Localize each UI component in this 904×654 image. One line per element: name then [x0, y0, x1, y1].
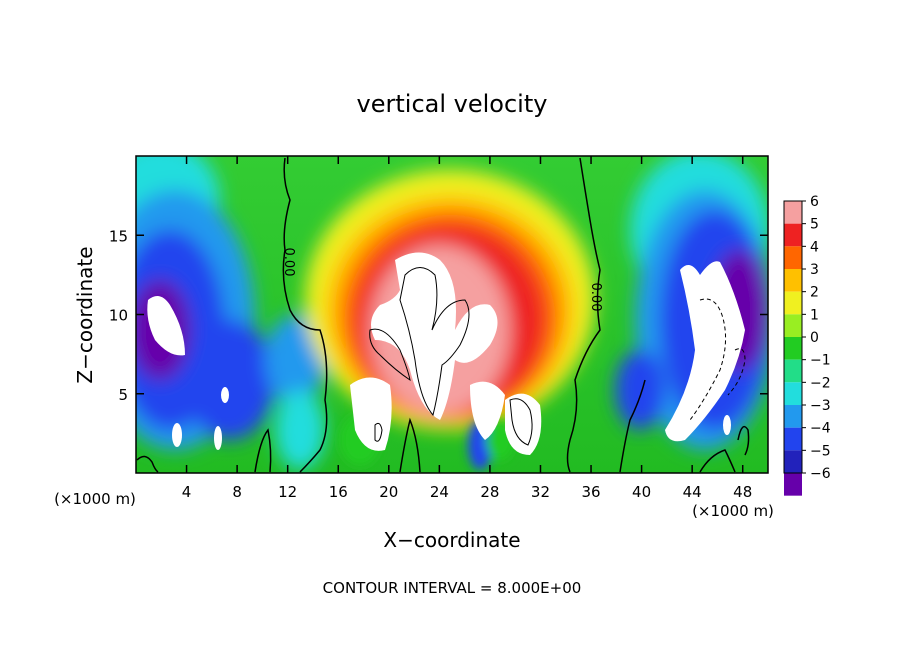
colorbar-label: 6 [810, 194, 819, 210]
colorbar-swatch [784, 382, 802, 405]
colorbar-label: 2 [810, 285, 819, 301]
x-tick-label: 8 [232, 483, 242, 501]
x-tick-label: 36 [581, 483, 600, 501]
x-tick-label: 32 [531, 483, 550, 501]
x-tick-label: 44 [683, 483, 702, 501]
y-tick-label: 15 [109, 227, 128, 245]
x-tick-label: 28 [480, 483, 499, 501]
colorbar-label: −6 [810, 466, 831, 482]
x-tick-label: 24 [430, 483, 449, 501]
contour-label-group: 0.00 0.00 [281, 248, 603, 312]
colorbar-label: 1 [810, 307, 819, 323]
colorbar-label: −5 [810, 443, 831, 459]
contour-label: 0.00 [281, 248, 296, 277]
heatmap-field [136, 156, 768, 473]
colorbar-swatch [784, 359, 802, 383]
colorbar-label: −3 [810, 398, 831, 414]
x-tick-label: 4 [182, 483, 192, 501]
colorbar-swatch [784, 450, 802, 473]
colorbar-swatch [784, 291, 802, 315]
x-unit-left: (×1000 m) [54, 490, 136, 508]
zero-contours [136, 157, 750, 473]
y-tick-label: 10 [109, 307, 128, 325]
y-axis-label: Z−coordinate [73, 246, 97, 383]
footer-contour-interval: CONTOUR INTERVAL = 8.000E+00 [323, 579, 582, 597]
chart-title: vertical velocity [357, 90, 548, 118]
colorbar-label: −4 [810, 421, 831, 437]
x-axis-label: X−coordinate [383, 528, 520, 552]
colorbar: 6 5 4 3 2 1 0 −1 −2 −3 −4 −5 −6 [783, 194, 831, 496]
colorbar-swatch [784, 337, 802, 360]
colorbar-label: 4 [810, 239, 819, 255]
colorbar-swatch [784, 473, 802, 496]
x-tick-label: 12 [278, 483, 297, 501]
colorbar-swatch [784, 223, 802, 247]
colorbar-swatch [784, 427, 802, 451]
colorbar-label: 3 [810, 262, 819, 278]
x-tick-label: 40 [632, 483, 651, 501]
colorbar-label: 0 [810, 330, 819, 346]
x-tick-label: 48 [733, 483, 752, 501]
colorbar-swatch [784, 246, 802, 269]
y-axis: 5 10 15 [109, 227, 768, 404]
colorbar-swatch [784, 405, 802, 428]
x-tick-label: 16 [329, 483, 348, 501]
colorbar-label: −1 [810, 353, 831, 369]
x-tick-label: 20 [379, 483, 398, 501]
colorbar-swatch [784, 314, 802, 337]
colorbar-swatch [784, 201, 802, 224]
colorbar-label: 5 [810, 217, 819, 233]
y-tick-label: 5 [118, 386, 128, 404]
contour-label: 0.00 [588, 283, 603, 312]
colorbar-label: −2 [810, 375, 831, 391]
colorbar-swatch [784, 269, 802, 292]
x-unit-right: (×1000 m) [692, 502, 774, 520]
x-axis: 4 8 12 16 20 24 28 32 36 40 44 48 [182, 156, 752, 501]
